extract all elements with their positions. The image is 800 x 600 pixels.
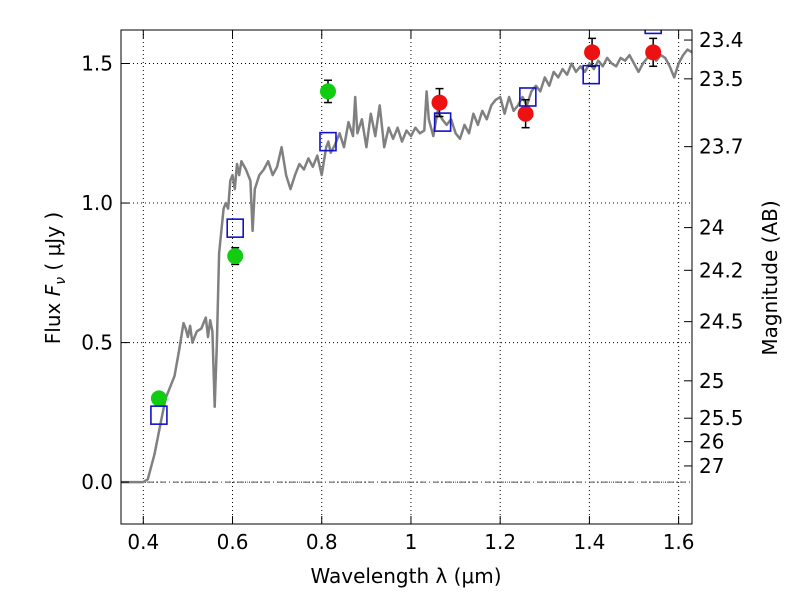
magnitude-axis-label: Magnitude (AB) <box>758 200 782 355</box>
magnitude-tick-label: 26 <box>699 430 724 454</box>
plot-frame <box>120 29 693 525</box>
x-tick-label: 1.6 <box>663 530 695 554</box>
x-tick-label: 1.2 <box>484 530 516 554</box>
model-flux-square <box>582 64 600 85</box>
data-series <box>121 30 692 484</box>
y-tick-label: 1.0 <box>81 191 113 215</box>
green-photometry-point <box>150 390 167 407</box>
model-flux-square <box>644 30 662 35</box>
magnitude-tick-label: 25.5 <box>699 406 744 430</box>
sed-model-line <box>121 48 692 484</box>
model-flux-square <box>319 131 337 152</box>
model-flux-square <box>433 112 452 132</box>
x-axis-label: Wavelength λ (μm) <box>310 564 501 588</box>
y-axis-label: Flux Fν ( μJy ) <box>41 212 69 344</box>
red-photometry-point <box>431 94 448 111</box>
red-photometry-point <box>645 44 662 61</box>
magnitude-tick-label: 24.5 <box>699 310 744 334</box>
x-tick-label: 0.6 <box>217 530 249 554</box>
model-flux-square <box>519 87 537 107</box>
y-tick-label: 1.5 <box>81 51 113 75</box>
x-tick-label: 0.8 <box>306 530 338 554</box>
model-flux-square <box>226 218 244 238</box>
model-flux-square <box>150 405 168 425</box>
magnitude-tick-label: 24 <box>699 216 724 240</box>
x-tick-label: 1.4 <box>573 530 605 554</box>
green-photometry-point <box>227 248 244 265</box>
green-photometry-point <box>319 83 336 100</box>
red-photometry-point <box>517 105 534 122</box>
magnitude-tick-label: 27 <box>699 454 724 478</box>
magnitude-tick-label: 23.4 <box>699 28 744 52</box>
magnitude-tick-label: 24.2 <box>699 258 744 282</box>
y-tick-label: 0.5 <box>81 331 113 355</box>
red-photometry-point <box>584 44 601 61</box>
grid-lines <box>121 30 692 524</box>
axis-ticks: 0.4 0.6 0.8 1 1.2 1.4 1.6 0.0 0.5 1.0 1.5 23.4 23.5 2… <box>81 28 743 554</box>
magnitude-tick-label: 23.7 <box>699 135 744 159</box>
magnitude-tick-label: 23.5 <box>699 67 744 91</box>
y-tick-label: 0.0 <box>81 470 113 494</box>
x-tick-label: 1 <box>405 530 418 554</box>
magnitude-tick-label: 25 <box>699 369 724 393</box>
x-tick-label: 0.4 <box>127 530 159 554</box>
